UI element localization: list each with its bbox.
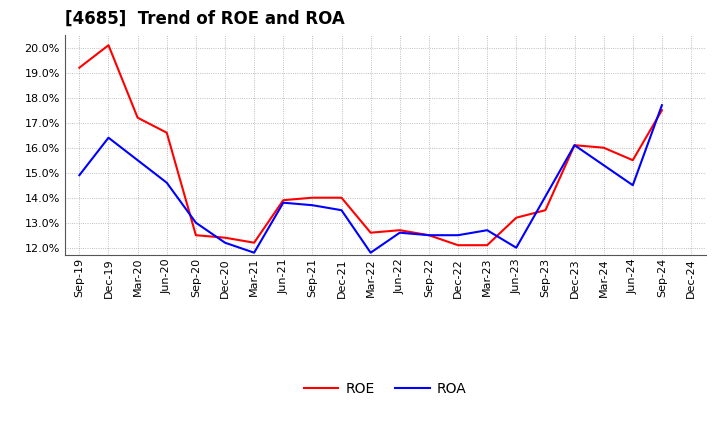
ROE <box>104 43 113 48</box>
ROA <box>395 230 404 235</box>
ROE <box>220 235 229 240</box>
ROA <box>337 208 346 213</box>
ROE <box>483 242 492 248</box>
ROE <box>279 198 287 203</box>
ROA <box>570 143 579 148</box>
ROA <box>250 250 258 255</box>
Line: ROA: ROA <box>79 105 662 253</box>
ROA <box>220 240 229 246</box>
ROE <box>657 107 666 113</box>
ROA <box>657 103 666 108</box>
ROE <box>163 130 171 136</box>
ROE <box>337 195 346 200</box>
ROE <box>395 227 404 233</box>
ROE <box>250 240 258 246</box>
ROE <box>629 158 637 163</box>
ROE <box>192 233 200 238</box>
ROE <box>512 215 521 220</box>
ROA <box>163 180 171 185</box>
ROE <box>454 242 462 248</box>
ROA <box>425 233 433 238</box>
ROA <box>629 183 637 188</box>
ROE <box>133 115 142 120</box>
ROA <box>512 245 521 250</box>
Line: ROE: ROE <box>79 45 662 245</box>
ROA <box>366 250 375 255</box>
ROE <box>308 195 317 200</box>
ROA <box>192 220 200 225</box>
ROE <box>366 230 375 235</box>
ROA <box>308 202 317 208</box>
ROA <box>104 135 113 140</box>
ROE <box>75 65 84 70</box>
ROA <box>75 172 84 178</box>
ROE <box>541 208 550 213</box>
ROE <box>599 145 608 150</box>
Legend: ROE, ROA: ROE, ROA <box>298 377 472 402</box>
ROA <box>454 233 462 238</box>
ROE <box>425 233 433 238</box>
ROA <box>483 227 492 233</box>
ROE <box>570 143 579 148</box>
Text: [4685]  Trend of ROE and ROA: [4685] Trend of ROE and ROA <box>65 10 345 28</box>
ROA <box>279 200 287 205</box>
